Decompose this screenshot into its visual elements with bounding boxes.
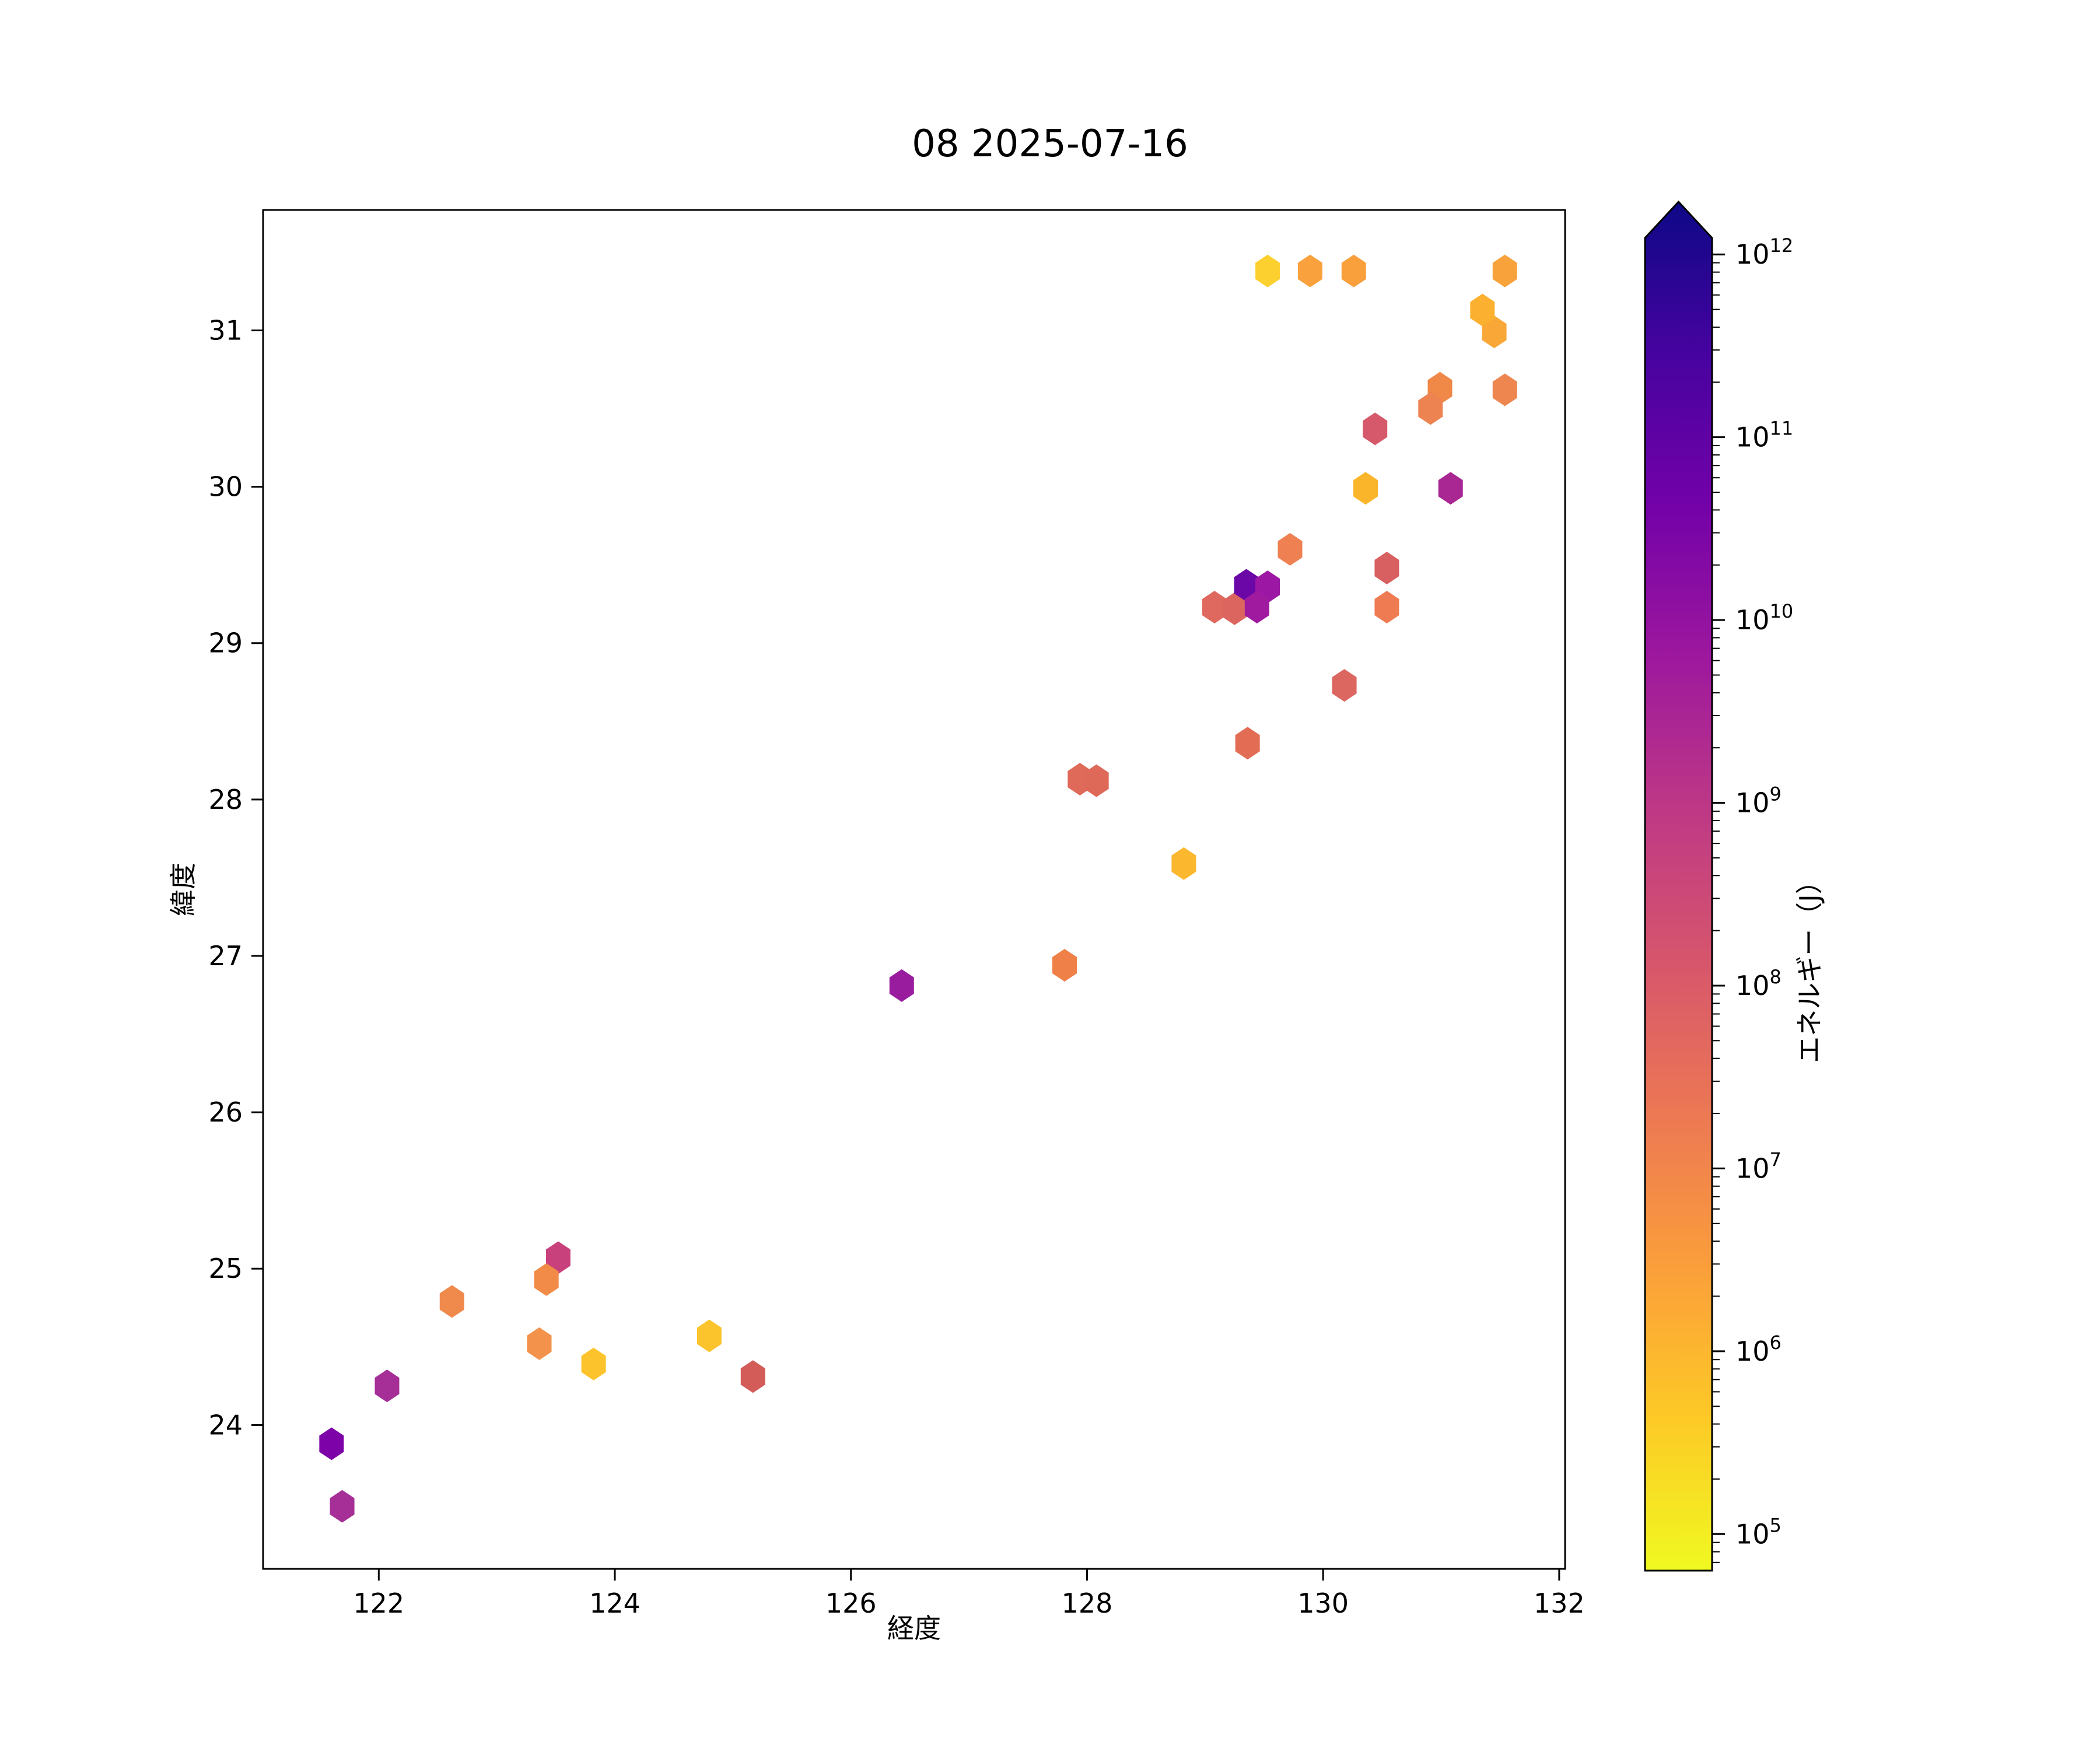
colorbar: 105 106 107 108 109 1010 1011 1012	[1644, 200, 1793, 1572]
y-axis-ticks: 24 25 26 27 28 29 30 31	[208, 314, 263, 1441]
x-tick-label: 122	[353, 1588, 404, 1619]
hexbin-marker	[1374, 591, 1399, 624]
hexbin-marker	[1278, 532, 1303, 566]
hexbin-marker	[1052, 949, 1077, 982]
hexbin-marker	[1492, 254, 1517, 288]
y-tick-label: 29	[208, 628, 243, 659]
hexbin-marker	[1363, 412, 1388, 446]
x-tick-label: 124	[589, 1588, 640, 1619]
hexbin-marker	[1374, 552, 1399, 585]
hexbin-marker	[1222, 592, 1247, 625]
x-axis-ticks: 122 124 126 128 130 132	[353, 1569, 1585, 1619]
x-tick-label: 126	[825, 1588, 877, 1619]
hexbin-marker	[1255, 254, 1280, 288]
colorbar-tick-label: 105	[1735, 1514, 1782, 1550]
y-tick-label: 31	[208, 314, 243, 346]
chart-title: 08 2025-07-16	[912, 122, 1188, 166]
hexbin-marker	[1353, 472, 1378, 505]
hexbin-marker	[330, 1490, 355, 1523]
hexbin-marker	[1492, 373, 1517, 407]
x-tick-label: 130	[1297, 1588, 1349, 1619]
hexbin-markers	[319, 254, 1517, 1523]
hexbin-marker	[1234, 569, 1259, 602]
hexbin-marker	[1244, 591, 1269, 624]
hexbin-marker	[319, 1427, 344, 1460]
colorbar-label: エネルギー（J）	[1794, 867, 1825, 1063]
colorbar-tick-label: 106	[1735, 1331, 1782, 1367]
hexbin-marker	[1332, 669, 1357, 702]
hexbin-marker	[1084, 764, 1109, 797]
x-tick-label: 132	[1534, 1588, 1585, 1619]
hexbin-marker	[374, 1369, 400, 1403]
hexbin-marker	[534, 1263, 559, 1296]
hexbin-marker	[1470, 293, 1495, 327]
hexbin-marker	[1171, 847, 1196, 880]
hexbin-marker	[1235, 727, 1260, 760]
hexbin-marker	[696, 1319, 722, 1352]
colorbar-tick-label: 1011	[1735, 418, 1793, 453]
hexbin-marker	[740, 1360, 765, 1393]
y-tick-label: 26	[208, 1096, 243, 1128]
hexbin-marker	[439, 1285, 464, 1318]
hexbin-marker	[1482, 316, 1507, 349]
colorbar-tick-label: 107	[1735, 1148, 1782, 1184]
y-tick-label: 25	[208, 1253, 243, 1284]
hexbin-marker	[1202, 591, 1227, 624]
colorbar-tick-label: 1012	[1735, 234, 1793, 270]
hexbin-marker	[1418, 392, 1443, 425]
colorbar-tick-label: 1010	[1735, 600, 1793, 636]
colorbar-tick-label: 108	[1735, 966, 1782, 1001]
x-axis-label: 経度	[887, 1613, 941, 1644]
x-tick-label: 128	[1062, 1588, 1113, 1619]
colorbar-tick-label: 109	[1735, 783, 1782, 819]
y-tick-label: 28	[208, 784, 243, 815]
y-tick-label: 30	[208, 471, 243, 503]
hexbin-marker	[1341, 254, 1366, 288]
hexbin-marker	[581, 1347, 606, 1380]
plot-area-border	[262, 209, 1566, 1570]
hexbin-marker	[545, 1241, 570, 1274]
hexbin-marker	[889, 969, 914, 1002]
y-tick-label: 27	[208, 940, 243, 972]
y-tick-label: 24	[208, 1409, 243, 1441]
hexbin-marker	[527, 1327, 552, 1360]
colorbar-gradient	[1644, 200, 1713, 1572]
hexbin-marker	[1297, 254, 1322, 288]
hexbin-marker	[1438, 472, 1463, 505]
y-axis-label: 緯度	[167, 863, 199, 916]
